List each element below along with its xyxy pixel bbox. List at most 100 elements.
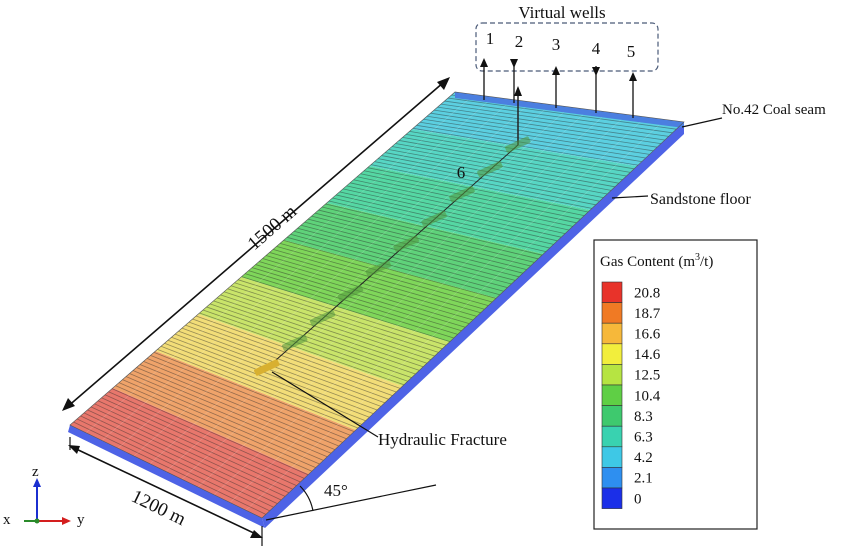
grid-stripe [447,97,677,130]
grid-stripe [272,249,485,310]
fracture-markers [254,136,531,376]
gas-band-7 [326,166,591,254]
gas-band-5 [241,240,497,342]
grid-stripe [402,137,627,177]
coal-seam-callout: No.42 Coal seam [681,102,826,128]
width-arrow-start-icon [68,445,80,454]
grid-stripe [360,173,581,220]
grid-stripe [153,351,355,432]
legend-value: 4.2 [634,450,653,466]
grid-stripe [94,403,290,494]
grid-stripe [304,221,520,278]
grid-stripe [87,409,282,501]
gas-band-1 [70,388,309,518]
grid-stripe [125,376,324,461]
grid-cross-line [181,109,589,480]
grid-stripe [248,270,458,335]
fracture-marker [505,136,531,153]
grid-stripe [139,364,339,447]
legend-value: 20.8 [634,285,660,301]
grid-stripe [300,224,516,281]
legend-swatch [601,322,623,345]
grid-stripe [384,152,608,195]
grid-stripe [444,100,673,134]
legend-swatch [601,281,623,303]
legend-swatch [601,487,623,509]
grid-cross-line [85,94,475,433]
sandstone-floor-label: Sandstone floor [650,191,752,208]
grid-stripe [430,112,658,148]
grid-stripe [178,330,382,407]
angle-label: 45° [324,481,348,500]
legend-value: 6.3 [634,430,653,446]
grid-stripe [206,306,412,378]
grid-stripe [293,230,508,288]
grid-stripe [220,294,428,364]
grid-stripe [311,215,527,270]
grid-stripe [356,176,577,224]
axis-triad: z x y [3,464,85,528]
grid-stripe [223,291,431,360]
grid-stripe [290,233,504,292]
grid-stripe [258,261,470,324]
grid-stripe [314,212,531,267]
grid-stripe [164,342,366,422]
hydraulic-fracture-callout: Hydraulic Fracture [271,371,507,449]
grid-cross-lines [85,94,666,511]
grid-stripe [328,200,546,252]
well-2-arrow-icon [510,59,518,68]
horizontal-well [254,86,531,376]
grid-stripe [398,140,623,180]
grid-stripe [269,252,481,314]
fracture-marker [393,235,420,252]
legend-value: 16.6 [634,327,661,343]
grid-stripe [419,121,646,159]
grid-stripe [230,285,439,353]
grid-stripe [160,345,362,425]
grid-stripe [377,158,600,202]
grid-stripe [297,227,512,285]
grid-stripe [188,321,393,396]
sandstone-floor-front [68,425,265,528]
fracture-marker [365,260,392,277]
grid-cross-line [117,99,513,449]
grid-stripe [192,318,397,393]
length-arrow-end-icon [437,77,450,90]
grid-stripe [90,406,286,497]
grid-stripe [262,258,474,321]
grid-stripe [332,197,550,249]
grid-stripe [167,339,370,418]
grid-stripe [353,179,573,227]
y-axis-label: y [77,512,85,528]
well-arrow-head [514,86,522,96]
sandstone-floor-callout: Sandstone floor [611,191,752,208]
grid-stripe [115,385,313,472]
grid-stripe [118,382,316,468]
grid-stripe [325,203,543,256]
grid-stripe [76,418,270,512]
grid-stripe [195,315,401,389]
grid-stripe [318,209,535,263]
gas-band-3 [155,314,403,430]
length-arrow-start-icon [62,398,75,411]
legend-value: 10.4 [634,388,661,404]
grid-stripe [174,333,378,411]
well-trajectory [266,144,519,369]
well-4-arrow-icon [592,67,600,76]
coal-seam-label: No.42 Coal seam [722,102,826,118]
fracture-marker [449,185,475,203]
grid-stripe [363,170,585,216]
legend-swatch [601,446,623,468]
grid-stripe [237,279,447,346]
grid-stripe [73,421,267,515]
far-end-edge [455,92,684,128]
grid-stripe [346,185,566,234]
fracture-marker [254,359,280,376]
grid-stripe [150,355,351,436]
fracture-marker [421,210,447,228]
grid-stripe [433,109,662,144]
grid-stripe [209,303,416,375]
grid-stripe [234,282,443,350]
legend-value: 8.3 [634,409,653,425]
